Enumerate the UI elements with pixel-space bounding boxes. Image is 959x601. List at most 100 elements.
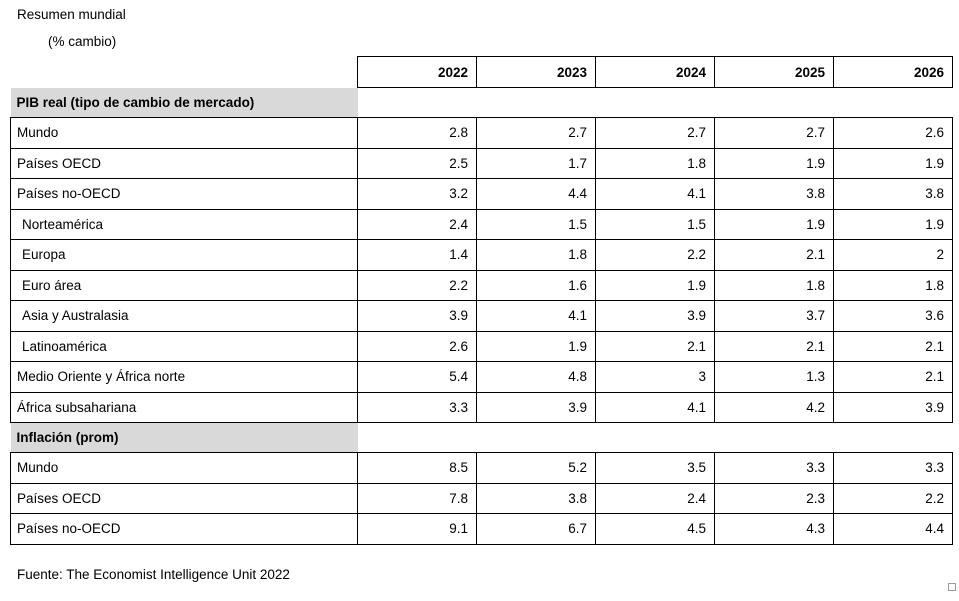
table-row: Mundo 8.5 5.2 3.5 3.3 3.3 — [10, 452, 953, 484]
cell-value: 8.5 — [357, 452, 477, 484]
cell-value: 1.8 — [595, 147, 715, 179]
cell-value: 1.8 — [476, 239, 596, 271]
cell-value: 3.9 — [595, 300, 715, 332]
cell-value: 3.3 — [833, 452, 953, 484]
cell-value: 1.4 — [357, 239, 477, 271]
year-header-2024: 2024 — [595, 56, 715, 88]
cell-value: 3.8 — [833, 178, 953, 210]
cell-value: 4.4 — [476, 178, 596, 210]
row-label: Euro área — [10, 269, 358, 301]
cell-value: 3.9 — [833, 391, 953, 423]
row-label: Asia y Australasia — [10, 300, 358, 332]
year-header-2026: 2026 — [833, 56, 953, 88]
table-row: Medio Oriente y África norte 5.4 4.8 3 1… — [10, 361, 953, 393]
corner-cell — [11, 57, 358, 88]
cell-value: 2.1 — [714, 330, 834, 362]
row-label: Norteamérica — [10, 208, 358, 240]
cell-value: 2.7 — [714, 117, 834, 149]
cell-value: 1.8 — [714, 269, 834, 301]
cell-value: 4.4 — [833, 513, 953, 545]
section-header-spacer — [357, 422, 953, 453]
cell-value: 2.1 — [833, 361, 953, 393]
cell-value: 3.2 — [357, 178, 477, 210]
cell-value: 7.8 — [357, 482, 477, 514]
cell-value: 2.4 — [595, 482, 715, 514]
cell-value: 2.1 — [595, 330, 715, 362]
section-header-label: PIB real (tipo de cambio de mercado) — [10, 87, 358, 118]
row-label: Mundo — [10, 117, 358, 149]
cell-value: 3 — [595, 361, 715, 393]
cell-value: 1.8 — [833, 269, 953, 301]
cell-value: 3.9 — [357, 300, 477, 332]
cell-value: 3.3 — [357, 391, 477, 423]
cell-value: 2 — [833, 239, 953, 271]
table-row: Países OECD 2.5 1.7 1.8 1.9 1.9 — [10, 147, 953, 179]
cell-value: 2.2 — [833, 482, 953, 514]
cell-value: 1.6 — [476, 269, 596, 301]
source-note: Fuente: The Economist Intelligence Unit … — [17, 567, 290, 582]
cell-value: 2.1 — [714, 239, 834, 271]
section-header-row-pib: PIB real (tipo de cambio de mercado) — [10, 87, 953, 118]
cell-value: 4.1 — [595, 178, 715, 210]
cell-value: 2.2 — [595, 239, 715, 271]
cell-value: 4.8 — [476, 361, 596, 393]
cell-value: 1.5 — [476, 208, 596, 240]
cell-value: 3.8 — [476, 482, 596, 514]
year-header-2023: 2023 — [476, 56, 596, 88]
cell-value: 4.3 — [714, 513, 834, 545]
section-header-spacer — [357, 87, 953, 118]
table-row: Latinoamérica 2.6 1.9 2.1 2.1 2.1 — [10, 330, 953, 362]
row-label: Medio Oriente y África norte — [10, 361, 358, 393]
table-row: Mundo 2.8 2.7 2.7 2.7 2.6 — [10, 117, 953, 149]
section-header-row-inflacion: Inflación (prom) — [10, 422, 953, 453]
cell-value: 5.2 — [476, 452, 596, 484]
cell-value: 1.3 — [714, 361, 834, 393]
cell-value: 4.2 — [714, 391, 834, 423]
cell-value: 1.9 — [833, 147, 953, 179]
cell-value: 2.1 — [833, 330, 953, 362]
cell-value: 1.5 — [595, 208, 715, 240]
year-header-2025: 2025 — [714, 56, 834, 88]
small-square-icon — [948, 583, 956, 591]
row-label: Latinoamérica — [10, 330, 358, 362]
cell-value: 1.7 — [476, 147, 596, 179]
cell-value: 2.2 — [357, 269, 477, 301]
table-row: África subsahariana 3.3 3.9 4.1 4.2 3.9 — [10, 391, 953, 423]
cell-value: 3.8 — [714, 178, 834, 210]
row-label: Países no-OECD — [10, 178, 358, 210]
cell-value: 6.7 — [476, 513, 596, 545]
table-row: Países no-OECD 9.1 6.7 4.5 4.3 4.4 — [10, 513, 953, 545]
cell-value: 1.9 — [833, 208, 953, 240]
cell-value: 2.7 — [595, 117, 715, 149]
table-row: Europa 1.4 1.8 2.2 2.1 2 — [10, 239, 953, 271]
cell-value: 1.9 — [714, 147, 834, 179]
table-row: Norteamérica 2.4 1.5 1.5 1.9 1.9 — [10, 208, 953, 240]
cell-value: 2.6 — [357, 330, 477, 362]
cell-value: 3.5 — [595, 452, 715, 484]
page-subtitle: (% cambio) — [48, 34, 117, 49]
cell-value: 3.6 — [833, 300, 953, 332]
cell-value: 3.3 — [714, 452, 834, 484]
row-label: Países OECD — [10, 147, 358, 179]
table-row: Asia y Australasia 3.9 4.1 3.9 3.7 3.6 — [10, 300, 953, 332]
row-label: Países no-OECD — [10, 513, 358, 545]
cell-value: 2.8 — [357, 117, 477, 149]
year-header-2022: 2022 — [357, 56, 477, 88]
summary-table: 2022 2023 2024 2025 2026 PIB real (tipo … — [10, 56, 953, 545]
cell-value: 1.9 — [595, 269, 715, 301]
table-row: Euro área 2.2 1.6 1.9 1.8 1.8 — [10, 269, 953, 301]
cell-value: 5.4 — [357, 361, 477, 393]
year-header-row: 2022 2023 2024 2025 2026 — [11, 56, 953, 88]
cell-value: 4.1 — [595, 391, 715, 423]
cell-value: 4.5 — [595, 513, 715, 545]
cell-value: 2.3 — [714, 482, 834, 514]
section-header-label: Inflación (prom) — [10, 422, 358, 453]
row-label: Europa — [10, 239, 358, 271]
cell-value: 9.1 — [357, 513, 477, 545]
row-label: Países OECD — [10, 482, 358, 514]
cell-value: 2.5 — [357, 147, 477, 179]
cell-value: 2.6 — [833, 117, 953, 149]
page-title: Resumen mundial — [17, 7, 126, 22]
cell-value: 2.4 — [357, 208, 477, 240]
